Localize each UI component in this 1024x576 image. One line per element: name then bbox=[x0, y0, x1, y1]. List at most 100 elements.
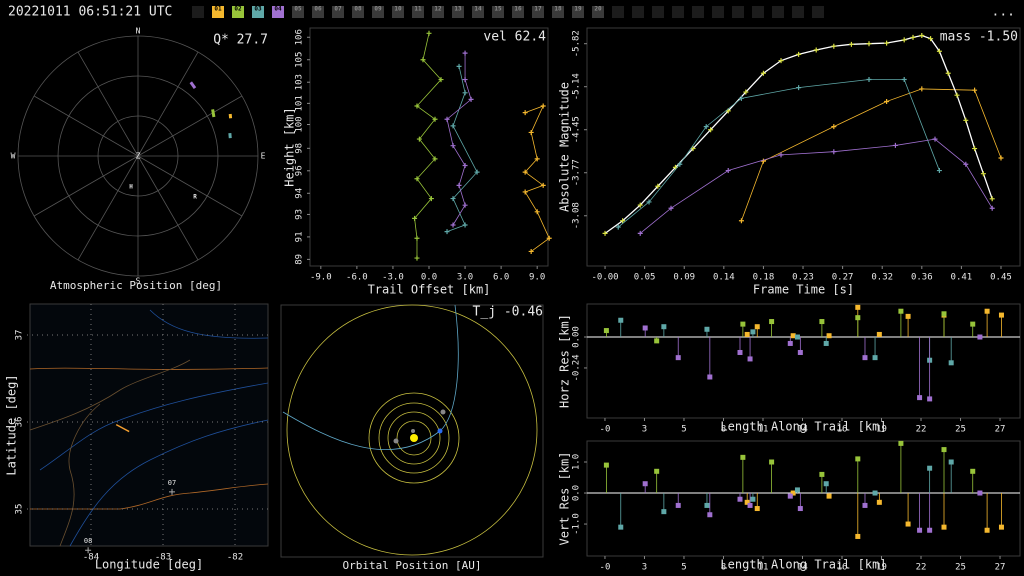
residual-point bbox=[769, 459, 775, 465]
y-tick-label: 98 bbox=[295, 143, 305, 154]
station-slot[interactable] bbox=[332, 6, 344, 18]
x-tick-label: 14 bbox=[797, 563, 808, 573]
residual-point bbox=[754, 324, 760, 330]
station-code: 03 bbox=[254, 6, 262, 13]
data-point bbox=[738, 95, 744, 101]
residual-point bbox=[823, 340, 829, 346]
x-tick-label: 0.23 bbox=[792, 273, 814, 283]
data-point bbox=[462, 222, 468, 228]
data-point bbox=[637, 230, 643, 236]
station-slot[interactable] bbox=[492, 6, 504, 18]
residual-point bbox=[737, 349, 743, 355]
polar-spoke bbox=[33, 95, 139, 157]
x-tick-label: 5 bbox=[681, 425, 686, 435]
menu[interactable]: ... bbox=[992, 5, 1015, 20]
residual-point bbox=[797, 506, 803, 512]
trajectory bbox=[115, 423, 130, 433]
data-point bbox=[414, 176, 420, 182]
station-slot[interactable] bbox=[212, 6, 224, 18]
data-point bbox=[760, 158, 766, 164]
data-point bbox=[743, 89, 749, 95]
station-slot[interactable] bbox=[232, 6, 244, 18]
residual-point bbox=[704, 502, 710, 508]
residual-point bbox=[707, 512, 713, 518]
station-slot[interactable] bbox=[552, 6, 564, 18]
x-tick-label: 3.0 bbox=[457, 273, 473, 283]
polar-spoke bbox=[137, 155, 199, 261]
y-axis-label: Height [km] bbox=[283, 107, 297, 186]
data-point bbox=[522, 169, 528, 175]
residual-point bbox=[872, 355, 878, 361]
residual-point bbox=[787, 340, 793, 346]
station-slot[interactable] bbox=[292, 6, 304, 18]
x-tick-label: 3 bbox=[642, 563, 647, 573]
data-point bbox=[540, 182, 546, 188]
y-tick-label: -5.82 bbox=[572, 30, 582, 57]
x-tick-label: 22 bbox=[916, 563, 927, 573]
sun bbox=[410, 434, 418, 442]
data-point bbox=[708, 127, 714, 133]
residual-point bbox=[855, 533, 861, 539]
residual-point bbox=[790, 490, 796, 496]
station-slot[interactable] bbox=[532, 6, 544, 18]
planet-orbit bbox=[368, 392, 460, 484]
direction-label: E bbox=[261, 152, 266, 161]
residual-point bbox=[998, 524, 1004, 530]
x-tick-label: 3 bbox=[642, 425, 647, 435]
station-slot[interactable] bbox=[452, 6, 464, 18]
earth bbox=[437, 428, 443, 434]
x-axis-label: Length Along Trail [km] bbox=[720, 420, 886, 434]
station-slot[interactable] bbox=[512, 6, 524, 18]
x-tick-label: 27 bbox=[995, 563, 1006, 573]
data-point bbox=[462, 163, 468, 169]
residual-point bbox=[941, 311, 947, 317]
residual-point bbox=[747, 356, 753, 362]
residual-point bbox=[917, 395, 923, 401]
station-slot[interactable] bbox=[372, 6, 384, 18]
residual-point bbox=[917, 527, 923, 533]
x-axis-label: Longitude [deg] bbox=[95, 558, 203, 572]
residual-point bbox=[769, 319, 775, 325]
panel-title: Orbital Position [AU] bbox=[342, 559, 481, 572]
residual-point bbox=[984, 308, 990, 314]
data-point bbox=[778, 152, 784, 158]
station-slot[interactable] bbox=[592, 6, 604, 18]
station-slot bbox=[772, 6, 784, 18]
data-point bbox=[892, 142, 898, 148]
station-slot[interactable] bbox=[572, 6, 584, 18]
data-point bbox=[796, 85, 802, 91]
station-slot[interactable] bbox=[352, 6, 364, 18]
polar-spoke bbox=[77, 51, 139, 157]
station-slot[interactable] bbox=[432, 6, 444, 18]
station-slot[interactable] bbox=[252, 6, 264, 18]
data-point bbox=[998, 155, 1004, 161]
station-code: 20 bbox=[594, 6, 602, 13]
residual-point bbox=[905, 313, 911, 319]
station-slot[interactable] bbox=[272, 6, 284, 18]
data-point bbox=[438, 77, 444, 83]
station-slot[interactable] bbox=[472, 6, 484, 18]
y-tick-label: 37 bbox=[15, 330, 25, 341]
station-code: 16 bbox=[514, 6, 522, 13]
residual-point bbox=[790, 333, 796, 339]
x-tick-label: -0 bbox=[600, 563, 611, 573]
residual-point bbox=[984, 527, 990, 533]
data-point bbox=[703, 124, 709, 130]
station-slot[interactable] bbox=[392, 6, 404, 18]
residual-point bbox=[654, 338, 660, 344]
station-slot[interactable] bbox=[312, 6, 324, 18]
data-point bbox=[450, 196, 456, 202]
station-slot[interactable] bbox=[412, 6, 424, 18]
data-point bbox=[534, 156, 540, 162]
data-point bbox=[963, 161, 969, 167]
x-tick-label: 14 bbox=[797, 425, 808, 435]
zenith-label: Z bbox=[136, 152, 141, 161]
annotation: mass -1.50 bbox=[940, 30, 1018, 45]
station-slot bbox=[752, 6, 764, 18]
residual-point bbox=[704, 326, 710, 332]
polar-spoke bbox=[77, 155, 139, 261]
direction-label: S bbox=[136, 277, 141, 286]
residual-point bbox=[927, 396, 933, 402]
residual-point bbox=[794, 487, 800, 493]
